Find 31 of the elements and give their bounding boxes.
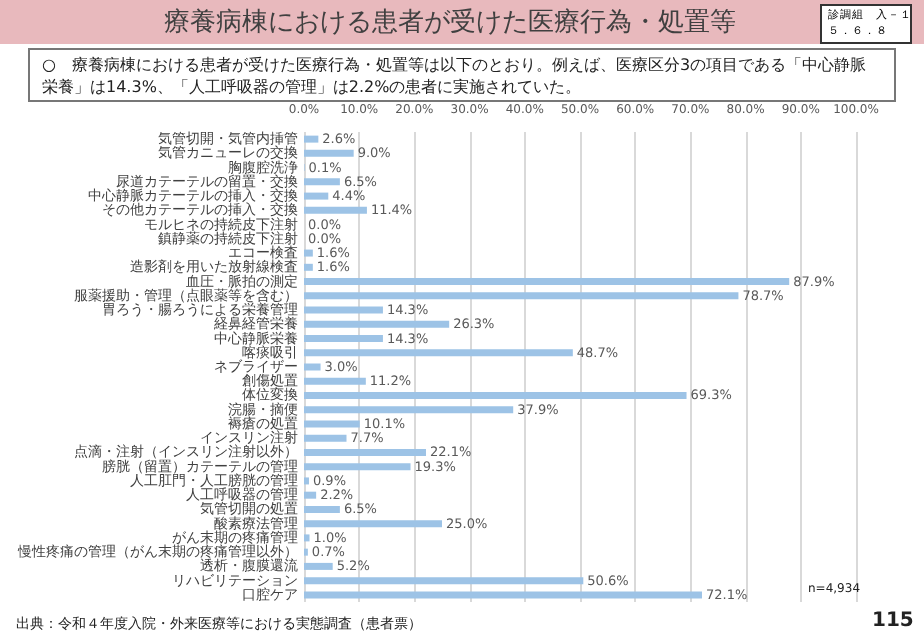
text: 115	[872, 610, 914, 632]
bar	[304, 377, 366, 385]
bar	[304, 505, 340, 513]
bar	[304, 149, 354, 157]
bar	[304, 263, 313, 271]
bar	[304, 178, 340, 186]
bar	[304, 577, 584, 585]
bar	[304, 320, 450, 328]
bar	[304, 192, 329, 200]
bar	[304, 520, 442, 528]
bar	[304, 491, 317, 499]
bar	[304, 306, 383, 314]
bar	[304, 562, 333, 570]
bar	[304, 292, 739, 300]
bar	[304, 406, 514, 414]
bar	[304, 534, 310, 542]
bar	[304, 591, 702, 599]
text: ○ 療養病棟における患者が受けた医療行為・処置等は以下のとおり。例えば、医療区分3の項目である「中心静脈栄養」は14.3%、「人工呼吸器の管理」は2.2%の患者に実施されていた。	[28, 48, 896, 102]
bar	[304, 434, 347, 442]
bar	[304, 135, 319, 143]
bar	[304, 363, 321, 371]
bar	[304, 463, 411, 471]
bar	[304, 249, 313, 257]
bar	[304, 349, 573, 357]
bar	[304, 278, 790, 286]
chart-title: 療養病棟における患者が受けた医療行為・処置等	[162, 6, 738, 40]
bar	[304, 206, 367, 214]
bar	[304, 448, 426, 456]
bar	[304, 420, 360, 428]
bar	[304, 335, 383, 343]
bar	[304, 391, 687, 399]
